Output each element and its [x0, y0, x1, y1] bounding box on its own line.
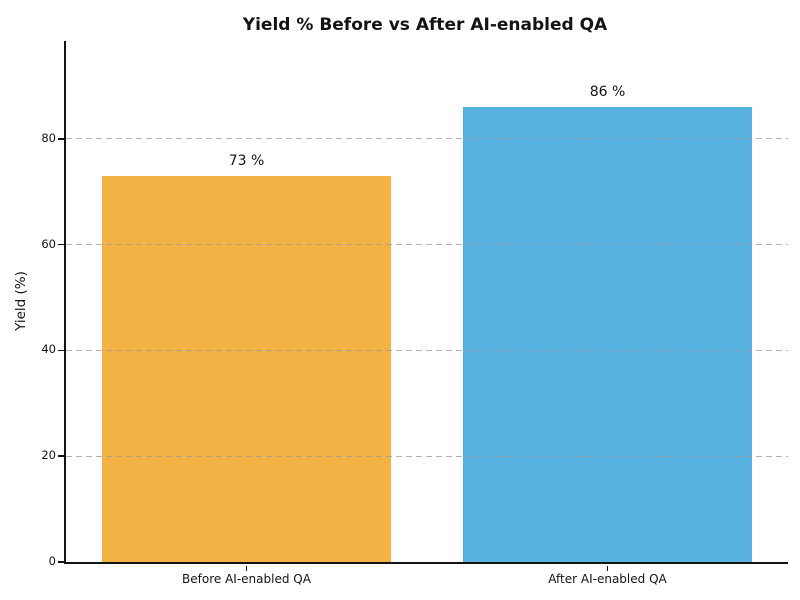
x-tick-mark: [606, 566, 609, 571]
y-tick-label: 60: [41, 236, 56, 251]
y-tick-label: 20: [41, 448, 56, 463]
y-tick-mark-60: [58, 243, 64, 246]
bar-value-label: 73 %: [228, 152, 265, 169]
gridline-y-60: [66, 244, 788, 246]
x-tick-label: Before AI-enabled QA: [182, 572, 311, 586]
y-tick-label: 0: [48, 554, 56, 568]
y-tick-mark-80: [58, 138, 64, 140]
bar-after: [463, 107, 752, 562]
y-tick-label: 40: [41, 342, 56, 357]
y-tick-label: 80: [41, 130, 56, 145]
y-tick-mark-40: [58, 349, 64, 352]
x-tick-mark: [245, 566, 248, 571]
bar-value-label: 86 %: [589, 84, 626, 101]
bar-before: [102, 175, 391, 562]
gridline-y-40: [66, 349, 788, 351]
y-axis-label: Yield (%): [13, 271, 29, 331]
y-tick-mark-20: [58, 455, 64, 457]
gridline-y-20: [66, 455, 788, 457]
y-tick-mark-0: [58, 561, 64, 563]
plot-area: 0 20 40 60 80 73 % Before AI-enabled QA 86 % Aft…: [41, 41, 788, 586]
chart-title: Yield % Before vs After AI-enabled QA: [242, 15, 608, 35]
gridline-y-80: [66, 138, 788, 140]
x-tick-label: After AI-enabled QA: [548, 572, 667, 586]
